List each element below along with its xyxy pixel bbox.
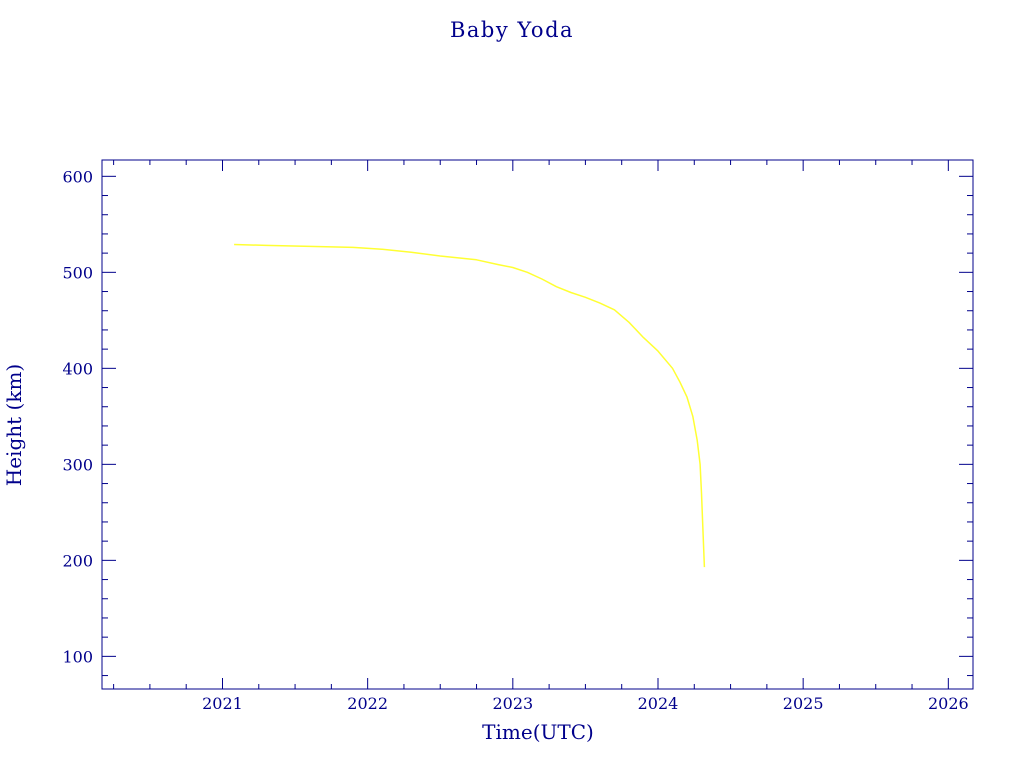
y-tick-label: 400 (62, 359, 93, 378)
chart-title: Baby Yoda (450, 18, 574, 42)
y-tick-label: 600 (62, 167, 93, 186)
plot-frame (101, 159, 974, 690)
x-tick-label: 2023 (492, 694, 533, 713)
height-series-line (234, 243, 706, 568)
y-tick-label: 500 (62, 263, 93, 282)
tick-labels: 2021 2022 2023 2024 2025 2026 100 200 300 400 500 6… (62, 167, 968, 713)
series-layer (234, 243, 706, 568)
x-axis-label: Time(UTC) (482, 720, 594, 744)
y-tick-label: 200 (62, 551, 93, 570)
axis-ticks (102, 160, 973, 689)
y-axis-label: Height (km) (2, 364, 26, 486)
x-tick-label: 2025 (783, 694, 824, 713)
x-tick-label: 2024 (638, 694, 679, 713)
y-tick-label: 300 (62, 455, 93, 474)
x-tick-label: 2021 (202, 694, 243, 713)
x-tick-label: 2022 (347, 694, 388, 713)
x-tick-label: 2026 (928, 694, 969, 713)
y-tick-label: 100 (62, 647, 93, 666)
